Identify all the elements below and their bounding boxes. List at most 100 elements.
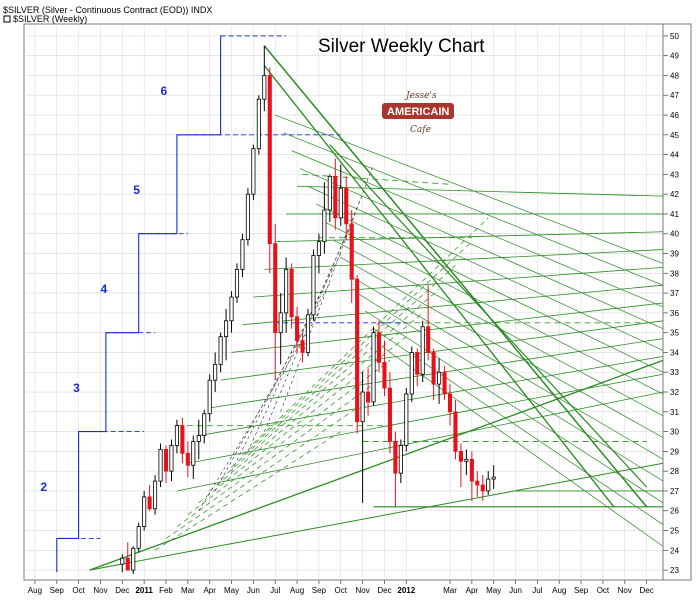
x-tick-label: Nov [93,586,107,595]
dashed-projection [209,312,423,492]
candle-body [229,296,234,322]
fan-line [316,203,664,373]
y-tick-label: 33 [670,368,679,377]
candle-body [431,352,436,385]
legend-swatch [3,15,11,23]
price-axis-ticks: 23 24 25 26 27 28 29 30 31 32 33 34 35 36 37 38 39 40 41 42… [663,32,679,575]
x-tick-label: Apr [203,586,216,595]
y-tick-label: 32 [670,388,679,397]
wave-label: 3 [73,381,80,395]
candle-body [131,547,136,571]
y-tick-label: 25 [670,527,679,536]
candle-body [300,340,305,353]
dashed-projection [154,431,341,551]
y-tick-label: 50 [670,32,679,41]
candle-body [387,387,392,442]
x-tick-label: Nov [618,586,632,595]
y-tick-label: 35 [670,329,679,338]
rising-support-line [89,359,664,571]
candle-body [278,312,283,334]
x-tick-label: 2011 [135,586,153,595]
logo-top-text: Jesse's [404,91,437,101]
candle-body [234,268,240,298]
y-tick-label: 27 [670,487,679,496]
y-tick-label: 47 [670,91,679,100]
candle-body [469,458,474,482]
falling-resistance-line [329,144,648,488]
y-tick-label: 42 [670,190,679,199]
fan-line [324,221,664,395]
x-tick-label: Oct [72,586,85,595]
candle-body [256,98,261,150]
x-tick-label: Dec [377,586,391,595]
candle-body [382,361,387,389]
x-tick-label: May [224,586,239,595]
candle-body [480,484,485,492]
dashed-projection [220,288,440,480]
falling-resistance-line [263,45,648,508]
candle-body [174,425,179,446]
y-tick-label: 30 [670,428,679,437]
candle-body [366,391,371,403]
candle-body [426,326,431,353]
y-tick-label: 38 [670,269,679,278]
price-axis-frame [662,23,692,581]
x-tick-label: Jul [270,586,280,595]
candle-body [185,452,190,466]
x-tick-label: Feb [159,586,173,595]
candle-body [245,193,250,241]
candle-body [338,187,343,219]
candle-body [458,450,463,462]
dashed-projection [231,253,342,472]
fan-line [381,346,664,547]
candle-body [224,320,229,338]
y-tick-label: 39 [670,250,679,259]
fan-lines [89,45,664,571]
candle-body [305,314,311,353]
candle-body [327,175,332,211]
candle-body [376,332,382,363]
candle-body [169,445,174,472]
candle-body [442,371,447,395]
candle-body [371,332,376,403]
candle-body [464,458,469,462]
logo-banner [382,103,454,119]
y-tick-label: 29 [670,447,679,456]
y-tick-label: 44 [670,151,679,160]
y-tick-label: 45 [670,131,679,140]
x-tick-label: Sep [574,586,589,595]
candle-body [349,223,354,280]
dashed-projection [165,407,358,539]
channel-line [176,391,664,492]
candle-body [213,363,218,381]
channel-line [198,356,664,436]
x-tick-label: Mar [443,586,457,595]
candle-body [437,371,442,385]
fan-line [307,185,664,351]
candle-body [398,445,403,474]
candle-body [333,175,338,219]
x-tick-label: Jun [509,586,522,595]
channel-line [220,320,664,381]
y-tick-label: 28 [670,467,679,476]
x-tick-label: Jun [247,586,260,595]
dashed-level [302,173,451,185]
candle-body [344,187,349,225]
candle-body [453,411,458,452]
fan-line [365,310,664,504]
fan-line [348,274,664,460]
y-tick-label: 49 [670,52,679,61]
candle-body [420,326,425,375]
y-tick-label: 26 [670,507,679,516]
fan-line [283,132,664,286]
y-tick-label: 37 [670,289,679,298]
y-tick-label: 23 [670,566,679,575]
candle-body [284,268,289,314]
wave-label: 4 [100,282,107,296]
dashed-projection [280,164,374,412]
candle-body [142,496,147,527]
candle-body [486,478,491,492]
fan-line [356,292,664,482]
x-tick-label: Aug [290,586,304,595]
